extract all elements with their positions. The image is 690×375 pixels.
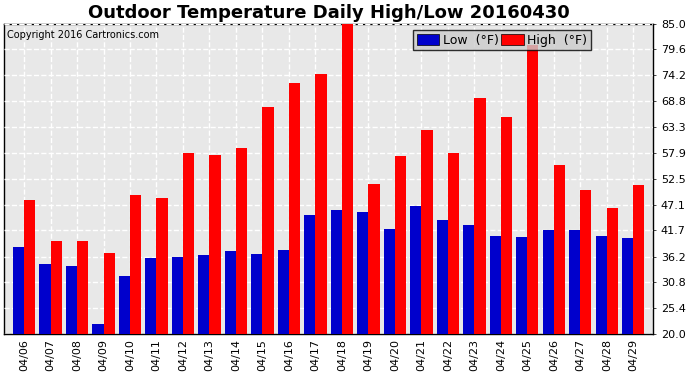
Bar	[92, 324, 104, 334]
Bar	[411, 206, 422, 334]
Bar	[633, 184, 644, 334]
Bar	[463, 225, 475, 334]
Bar	[39, 264, 50, 334]
Bar	[516, 237, 527, 334]
Bar	[210, 155, 221, 334]
Bar	[104, 253, 115, 334]
Bar	[527, 45, 538, 334]
Bar	[342, 23, 353, 334]
Bar	[607, 208, 618, 334]
Bar	[24, 200, 35, 334]
Bar	[357, 212, 368, 334]
Bar	[13, 246, 24, 334]
Bar	[262, 107, 273, 334]
Bar	[251, 254, 262, 334]
Bar	[501, 117, 512, 334]
Bar	[580, 190, 591, 334]
Bar	[437, 220, 448, 334]
Bar	[368, 183, 380, 334]
Bar	[395, 156, 406, 334]
Bar	[554, 165, 565, 334]
Bar	[77, 241, 88, 334]
Bar	[146, 258, 157, 334]
Bar	[130, 195, 141, 334]
Bar	[384, 230, 395, 334]
Bar	[448, 153, 459, 334]
Bar	[225, 251, 236, 334]
Bar	[331, 210, 342, 334]
Legend: Low  (°F), High  (°F): Low (°F), High (°F)	[413, 30, 591, 51]
Bar	[236, 148, 247, 334]
Bar	[198, 255, 210, 334]
Bar	[66, 266, 77, 334]
Bar	[315, 74, 326, 334]
Text: Copyright 2016 Cartronics.com: Copyright 2016 Cartronics.com	[7, 30, 159, 40]
Bar	[569, 230, 580, 334]
Bar	[543, 230, 554, 334]
Bar	[119, 276, 130, 334]
Bar	[278, 250, 289, 334]
Bar	[304, 214, 315, 334]
Bar	[595, 236, 607, 334]
Bar	[157, 198, 168, 334]
Bar	[50, 241, 61, 334]
Bar	[422, 130, 433, 334]
Title: Outdoor Temperature Daily High/Low 20160430: Outdoor Temperature Daily High/Low 20160…	[88, 4, 569, 22]
Bar	[183, 153, 194, 334]
Bar	[172, 257, 183, 334]
Bar	[289, 83, 300, 334]
Bar	[490, 236, 501, 334]
Bar	[622, 238, 633, 334]
Bar	[475, 98, 486, 334]
